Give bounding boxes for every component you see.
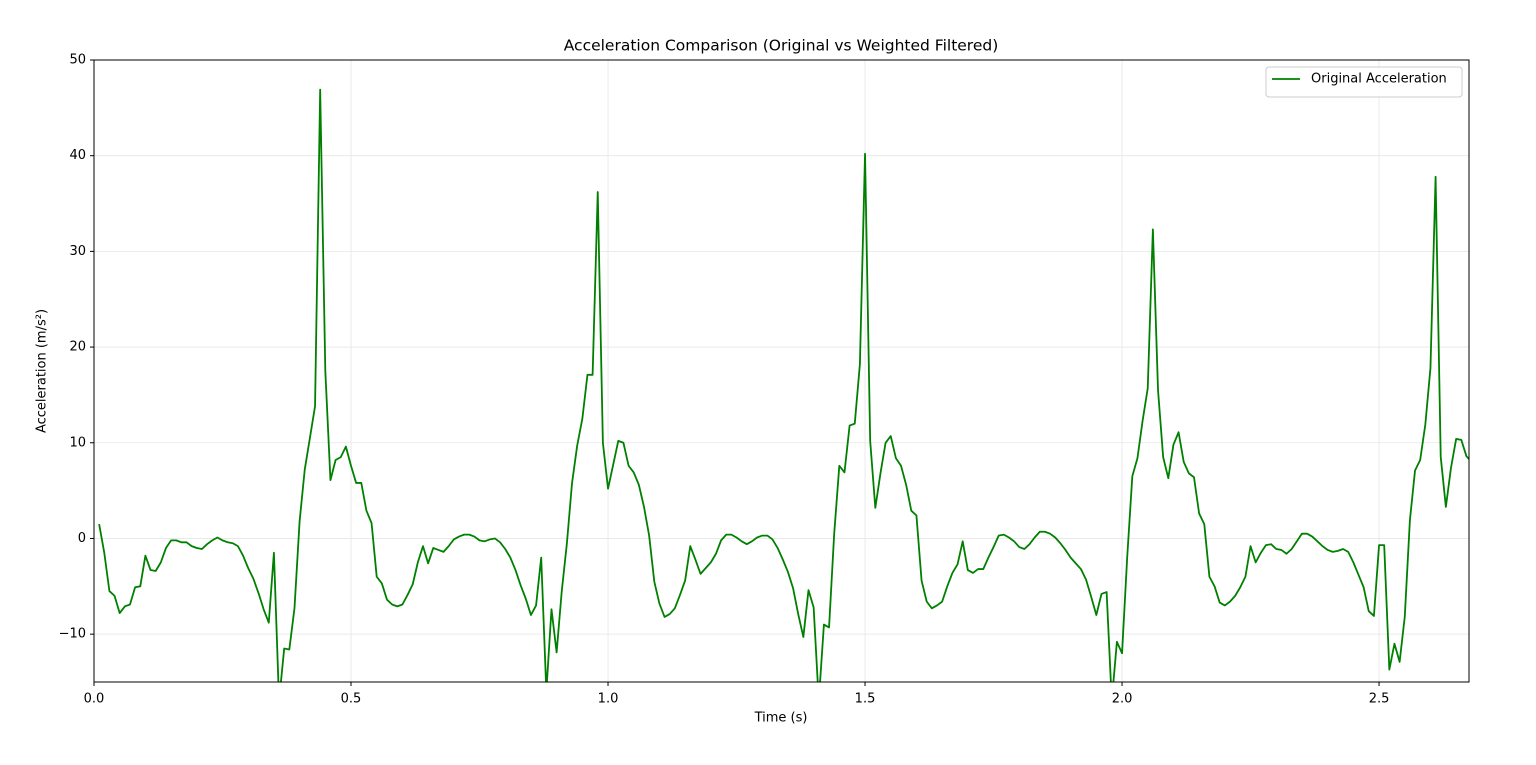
plot-frame [93,59,1470,683]
x-tick-label: 0.5 [341,692,362,707]
y-axis-label: Acceleration (m/s²) [35,309,50,433]
plot-area [98,88,1469,682]
x-tick-label: 2.0 [1112,692,1133,707]
legend: Original Acceleration [1265,66,1463,98]
x-tick-label: 1.0 [598,692,619,707]
x-tick-label: 2.5 [1369,692,1390,707]
y-tick-label: 40 [69,148,86,163]
chart-title: Acceleration Comparison (Original vs Wei… [564,37,999,55]
ticks: 0.0 0.5 1.0 1.5 2.0 2.5 −10 0 10 20 30 40 50 [59,53,1390,707]
x-tick-label: 1.5 [855,692,876,707]
y-tick-label: 10 [69,435,86,450]
legend-label: Original Acceleration [1311,72,1447,87]
data-line [98,88,1469,682]
y-tick-label: −10 [59,627,86,642]
y-tick-label: 20 [69,340,86,355]
x-axis-label: Time (s) [754,711,808,726]
x-tick-label: 0.0 [84,692,105,707]
legend-box [1265,66,1463,98]
y-tick-label: 50 [69,53,86,68]
y-tick-label: 0 [78,531,86,546]
y-tick-label: 30 [69,244,86,259]
